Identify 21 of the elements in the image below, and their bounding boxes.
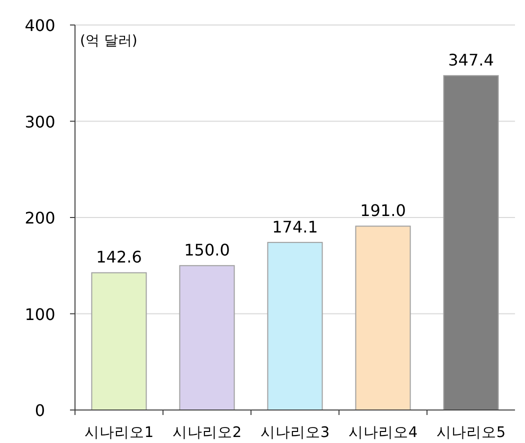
y-axis-title: (억 달러) — [80, 33, 138, 49]
y-tick-label: 0 — [34, 401, 46, 420]
y-tick-label: 300 — [24, 112, 56, 132]
bar — [267, 242, 323, 410]
y-tick-label: 400 — [24, 16, 56, 35]
data-label: 191.0 — [360, 201, 406, 220]
data-label: 150.0 — [184, 240, 230, 260]
bar — [179, 265, 235, 410]
data-label: 347.4 — [448, 50, 494, 70]
data-label: 174.1 — [272, 217, 318, 236]
x-tick-label: 시나리오2 — [172, 425, 242, 441]
bar — [355, 226, 411, 410]
x-tick-label: 시나리오3 — [260, 425, 330, 441]
y-tick-label: 200 — [24, 208, 56, 228]
x-tick-label: 시나리오1 — [84, 425, 154, 441]
x-tick-label: 시나리오5 — [436, 425, 506, 441]
x-tick-label: 시나리오4 — [348, 425, 418, 441]
data-label: 142.6 — [96, 248, 142, 267]
bar — [91, 272, 147, 410]
bar — [443, 75, 499, 410]
y-tick-label: 100 — [24, 304, 56, 324]
